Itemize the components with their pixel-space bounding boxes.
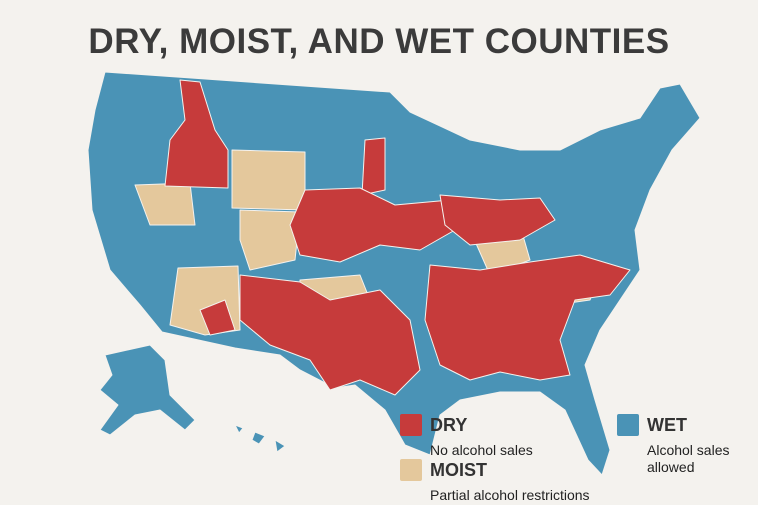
dry-plains [289, 187, 456, 263]
legend-description: Partial alcohol restrictions [430, 487, 590, 503]
legend-item: MOIST Partial alcohol restrictions [400, 459, 590, 504]
legend-label: WET [647, 415, 687, 435]
moist-wyoming [231, 149, 306, 211]
dry-idaho [164, 79, 229, 189]
legend-item: WET Alcohol sales allowed [617, 414, 742, 476]
dry-arizona [199, 299, 236, 336]
legend-description: No alcohol sales [430, 442, 533, 458]
dry-southeast [424, 254, 631, 381]
legend-label: MOIST [430, 460, 487, 480]
dry-midwest [439, 194, 556, 246]
legend-swatch [400, 459, 422, 481]
dry-texas [239, 274, 421, 396]
legend-item: DRY No alcohol sales [400, 414, 533, 459]
alaska [99, 344, 196, 436]
dry-dakota [361, 137, 386, 196]
legend-swatch [617, 414, 639, 436]
map-title: DRY, MOIST, AND WET COUNTIES [88, 22, 670, 61]
legend-label: DRY [430, 415, 468, 435]
hawaii [234, 424, 286, 453]
legend-description: Alcohol sales allowed [647, 442, 730, 475]
legend-swatch [400, 414, 422, 436]
